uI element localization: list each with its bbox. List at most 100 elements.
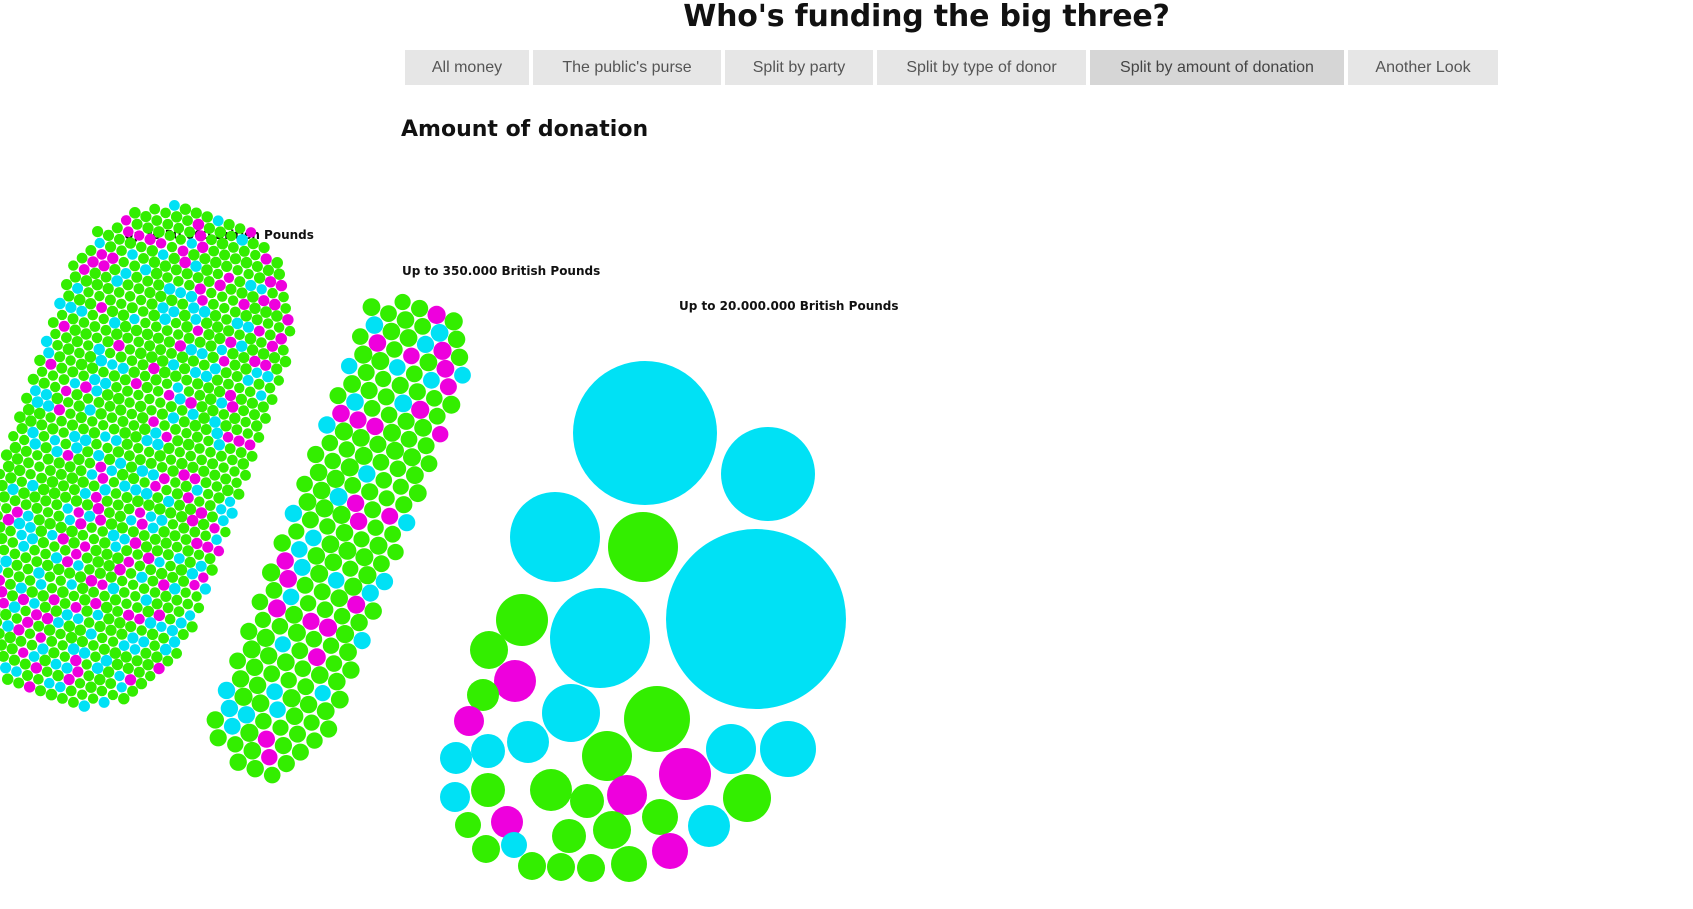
bubble-up-to-50000[interactable] xyxy=(110,541,122,553)
bubble-up-to-50000[interactable] xyxy=(104,294,116,306)
bubble-up-to-50000[interactable] xyxy=(66,472,79,485)
bubble-up-to-50000[interactable] xyxy=(19,658,31,670)
bubble-up-to-50000[interactable] xyxy=(42,559,54,572)
bubble-up-to-50000[interactable] xyxy=(178,416,190,428)
bubble-up-to-50000[interactable] xyxy=(113,287,125,298)
bubble-up-to-50000[interactable] xyxy=(223,325,235,337)
bubble-up-to-50000[interactable] xyxy=(89,374,101,386)
bubble-up-to-50000[interactable] xyxy=(164,613,176,625)
bubble-up-to-350000[interactable] xyxy=(358,566,377,585)
bubble-up-to-50000[interactable] xyxy=(79,541,91,552)
bubble-up-to-350000[interactable] xyxy=(257,730,275,748)
bubble-up-to-50000[interactable] xyxy=(49,541,60,552)
bubble-up-to-50000[interactable] xyxy=(72,613,84,625)
bubble-up-to-50000[interactable] xyxy=(88,586,99,598)
bubble-up-to-50000[interactable] xyxy=(88,480,100,492)
bubble-up-to-50000[interactable] xyxy=(84,510,96,522)
bubble-up-to-50000[interactable] xyxy=(148,309,160,322)
bubble-up-to-350000[interactable] xyxy=(382,322,401,341)
bubble-up-to-50000[interactable] xyxy=(207,351,219,364)
bubble-up-to-50000[interactable] xyxy=(111,382,122,393)
bubble-up-to-350000[interactable] xyxy=(364,501,382,519)
bubble-up-to-50000[interactable] xyxy=(90,491,102,503)
bubble-up-to-20000000[interactable] xyxy=(472,835,500,863)
bubble-up-to-20000000[interactable] xyxy=(507,721,549,763)
bubble-up-to-50000[interactable] xyxy=(249,355,261,368)
bubble-up-to-50000[interactable] xyxy=(112,552,124,564)
bubble-up-to-50000[interactable] xyxy=(218,409,230,420)
bubble-up-to-50000[interactable] xyxy=(144,393,155,405)
bubble-up-to-50000[interactable] xyxy=(56,309,68,321)
bubble-up-to-50000[interactable] xyxy=(126,408,138,420)
bubble-up-to-50000[interactable] xyxy=(118,256,129,268)
bubble-up-to-50000[interactable] xyxy=(62,397,74,408)
bubble-up-to-50000[interactable] xyxy=(102,666,115,678)
bubble-up-to-50000[interactable] xyxy=(50,381,61,393)
bubble-up-to-350000[interactable] xyxy=(223,717,241,735)
bubble-up-to-50000[interactable] xyxy=(175,617,187,629)
bubble-up-to-20000000[interactable] xyxy=(494,660,536,702)
bubble-up-to-50000[interactable] xyxy=(122,662,134,675)
bubble-up-to-50000[interactable] xyxy=(244,439,256,451)
bubble-up-to-50000[interactable] xyxy=(227,295,239,306)
bubble-up-to-350000[interactable] xyxy=(338,541,357,560)
bubble-up-to-50000[interactable] xyxy=(32,450,43,461)
bubble-up-to-50000[interactable] xyxy=(47,423,59,435)
bubble-up-to-50000[interactable] xyxy=(95,354,108,367)
bubble-up-to-50000[interactable] xyxy=(260,306,272,318)
bubble-up-to-50000[interactable] xyxy=(53,404,65,416)
bubble-up-to-50000[interactable] xyxy=(38,431,50,442)
bubble-up-to-20000000[interactable] xyxy=(470,631,508,669)
bubble-up-to-50000[interactable] xyxy=(140,541,153,553)
bubble-up-to-50000[interactable] xyxy=(55,521,67,534)
bubble-up-to-50000[interactable] xyxy=(147,522,159,534)
bubble-up-to-350000[interactable] xyxy=(325,655,343,672)
bubble-up-to-50000[interactable] xyxy=(133,389,144,401)
bubble-up-to-50000[interactable] xyxy=(114,617,126,629)
bubble-up-to-50000[interactable] xyxy=(74,678,86,689)
bubble-up-to-50000[interactable] xyxy=(69,430,81,443)
bubble-up-to-350000[interactable] xyxy=(340,458,359,477)
bubble-up-to-50000[interactable] xyxy=(145,670,156,682)
bubble-up-to-50000[interactable] xyxy=(165,560,176,572)
bubble-up-to-350000[interactable] xyxy=(397,412,415,430)
bubble-up-to-50000[interactable] xyxy=(240,310,252,322)
bubble-up-to-50000[interactable] xyxy=(194,496,205,507)
bubble-up-to-50000[interactable] xyxy=(87,416,98,427)
bubble-up-to-50000[interactable] xyxy=(231,371,243,382)
bubble-up-to-50000[interactable] xyxy=(75,465,87,477)
bubble-up-to-50000[interactable] xyxy=(135,294,147,306)
bubble-up-to-350000[interactable] xyxy=(369,435,387,453)
bubble-up-to-50000[interactable] xyxy=(73,560,84,571)
bubble-up-to-50000[interactable] xyxy=(115,457,127,469)
bubble-up-to-50000[interactable] xyxy=(110,435,122,446)
bubble-up-to-50000[interactable] xyxy=(213,492,225,504)
bubble-up-to-50000[interactable] xyxy=(11,559,23,571)
bubble-up-to-50000[interactable] xyxy=(163,336,175,348)
bubble-up-to-50000[interactable] xyxy=(69,324,81,336)
bubble-up-to-50000[interactable] xyxy=(137,306,149,317)
bubble-up-to-50000[interactable] xyxy=(214,279,226,291)
bubble-up-to-350000[interactable] xyxy=(324,553,343,572)
bubble-up-to-50000[interactable] xyxy=(238,298,250,310)
bubble-up-to-50000[interactable] xyxy=(205,340,217,352)
bubble-up-to-350000[interactable] xyxy=(411,400,430,419)
bubble-up-to-50000[interactable] xyxy=(81,499,94,511)
bubble-up-to-50000[interactable] xyxy=(218,356,230,367)
bubble-up-to-50000[interactable] xyxy=(184,279,195,291)
bubble-up-to-350000[interactable] xyxy=(291,642,309,660)
bubble-up-to-50000[interactable] xyxy=(199,253,211,265)
bubble-up-to-50000[interactable] xyxy=(191,591,202,602)
bubble-up-to-50000[interactable] xyxy=(170,211,183,223)
bubble-up-to-50000[interactable] xyxy=(123,556,135,568)
bubble-up-to-50000[interactable] xyxy=(168,306,180,318)
bubble-up-to-50000[interactable] xyxy=(18,487,30,500)
bubble-up-to-350000[interactable] xyxy=(333,607,351,625)
bubble-up-to-50000[interactable] xyxy=(188,249,200,261)
bubble-up-to-50000[interactable] xyxy=(140,647,152,659)
bubble-up-to-50000[interactable] xyxy=(156,621,167,632)
bubble-up-to-50000[interactable] xyxy=(163,495,175,508)
bubble-up-to-50000[interactable] xyxy=(119,480,131,492)
bubble-up-to-50000[interactable] xyxy=(98,260,110,272)
bubble-up-to-50000[interactable] xyxy=(157,249,169,260)
